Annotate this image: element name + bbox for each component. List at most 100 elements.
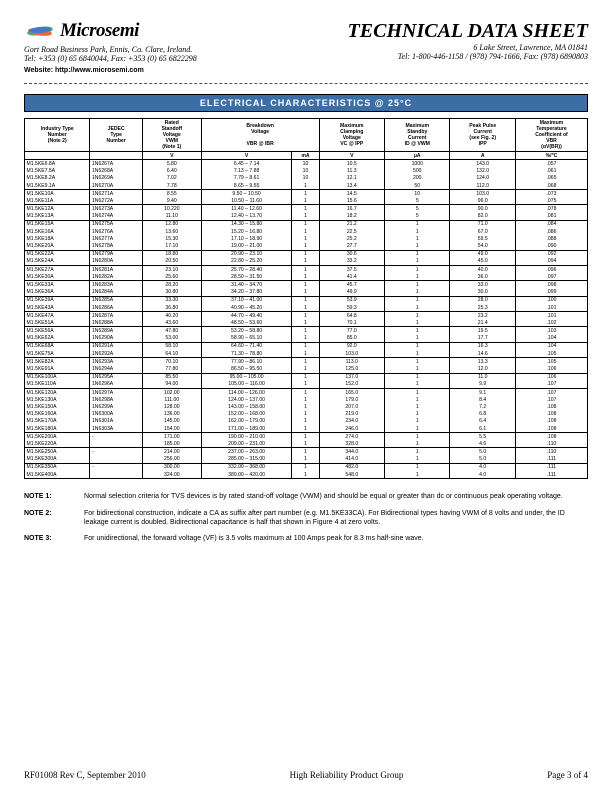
table-cell: M1.5KE350A bbox=[25, 463, 90, 471]
table-cell: 77.90 – 86.10 bbox=[201, 358, 292, 366]
table-cell: 11.0 bbox=[450, 373, 515, 381]
table-cell: 1 bbox=[292, 213, 319, 221]
table-cell: 4.0 bbox=[450, 471, 515, 479]
table-cell: 1 bbox=[385, 289, 450, 297]
table-cell: .107 bbox=[515, 396, 587, 403]
table-cell: 1 bbox=[385, 327, 450, 335]
table-cell: 22.80 – 25.20 bbox=[201, 258, 292, 266]
table-cell: 12.1 bbox=[319, 175, 384, 182]
table-cell: 1N6268A bbox=[90, 168, 142, 175]
table-cell: 1 bbox=[292, 242, 319, 250]
table-cell: 1N6273A bbox=[90, 205, 142, 213]
table-cell: 8.65 – 9.55 bbox=[201, 182, 292, 190]
table-row: M1.5KE7.5A1N6268A6.407.13 – 7.881011.350… bbox=[25, 168, 588, 175]
table-cell: .106 bbox=[515, 365, 587, 373]
table-cell: 50 bbox=[385, 182, 450, 190]
table-cell: 548.0 bbox=[319, 471, 384, 479]
note1-label: NOTE 1: bbox=[24, 493, 84, 502]
table-cell: 1000 bbox=[385, 160, 450, 168]
table-cell: 25.2 bbox=[319, 235, 384, 242]
table-cell: 179.0 bbox=[319, 396, 384, 403]
table-cell: 49.0 bbox=[450, 250, 515, 258]
table-cell: 1N6287A bbox=[90, 312, 142, 320]
table-cell: 1 bbox=[385, 319, 450, 327]
table-cell: 1 bbox=[385, 425, 450, 433]
table-cell: 33.0 bbox=[450, 281, 515, 289]
table-cell: 16.3 bbox=[450, 342, 515, 350]
table-cell: 9.9 bbox=[450, 381, 515, 389]
table-row: M1.5KE180A1N6303A154.00171.00 – 189.0012… bbox=[25, 425, 588, 433]
table-cell: 1 bbox=[292, 312, 319, 320]
table-cell: 1N6269A bbox=[90, 175, 142, 182]
table-cell: .107 bbox=[515, 381, 587, 389]
company-address-2: Tel: +353 (0) 65 6840044, Fax: +353 (0) … bbox=[24, 54, 197, 63]
table-cell: 111.00 bbox=[142, 396, 201, 403]
table-cell: 8.55 bbox=[142, 190, 201, 198]
table-cell: 1 bbox=[385, 228, 450, 235]
table-cell: 1 bbox=[292, 258, 319, 266]
table-cell: 59.5 bbox=[450, 235, 515, 242]
table-cell: 1 bbox=[385, 335, 450, 343]
company-website: Website: http://www.microsemi.com bbox=[24, 67, 197, 75]
table-cell: M1.5KE7.5A bbox=[25, 168, 90, 175]
table-cell: 1 bbox=[292, 463, 319, 471]
table-cell: M1.5KE180A bbox=[25, 425, 90, 433]
footer-left: RF01008 Rev C, September 2010 bbox=[24, 770, 146, 780]
table-cell: 1 bbox=[385, 235, 450, 242]
table-cell: 500 bbox=[385, 168, 450, 175]
table-cell: 20.90 – 23.10 bbox=[201, 250, 292, 258]
table-cell: 92.0 bbox=[319, 342, 384, 350]
table-cell: - bbox=[90, 463, 142, 471]
table-cell: .078 bbox=[515, 205, 587, 213]
table-cell: 1N6298A bbox=[90, 396, 142, 403]
table-cell: 70.10 bbox=[142, 358, 201, 366]
table-cell: 1 bbox=[385, 258, 450, 266]
table-cell: 1 bbox=[292, 319, 319, 327]
table-cell: 64.60 – 71.40 bbox=[201, 342, 292, 350]
table-cell: 1N6284A bbox=[90, 289, 142, 297]
table-cell: M1.5KE200A bbox=[25, 433, 90, 441]
th-standby: MaximumStandbyCurrentID @ VWM bbox=[405, 123, 430, 147]
table-cell: 1 bbox=[292, 381, 319, 389]
table-cell: 1 bbox=[385, 358, 450, 366]
table-cell: 41.4 bbox=[319, 273, 384, 281]
table-cell: M1.5KE12A bbox=[25, 205, 90, 213]
table-cell: 36.80 bbox=[142, 304, 201, 312]
table-row: M1.5KE170A1N6301A145.00162.00 – 179.0012… bbox=[25, 418, 588, 425]
table-cell: 30.6 bbox=[319, 250, 384, 258]
table-cell: 5.0 bbox=[450, 456, 515, 464]
table-cell: 124.00 – 137.00 bbox=[201, 396, 292, 403]
table-cell: 18.2 bbox=[319, 213, 384, 221]
note2-text: For bidirectional construction, indicate… bbox=[84, 510, 588, 528]
table-cell: 53.00 bbox=[142, 335, 201, 343]
note3-text: For unidirectional, the forward voltage … bbox=[84, 535, 588, 544]
note2-label: NOTE 2: bbox=[24, 510, 84, 528]
table-cell: 207.0 bbox=[319, 403, 384, 410]
table-cell: 71.30 – 78.80 bbox=[201, 350, 292, 358]
table-cell: 154.00 bbox=[142, 425, 201, 433]
table-cell: M1.5KE20A bbox=[25, 242, 90, 250]
table-cell: 114.00 – 126.00 bbox=[201, 388, 292, 396]
table-cell: 1N6296A bbox=[90, 381, 142, 389]
table-cell: 11.10 bbox=[142, 213, 201, 221]
table-row: M1.5KE400A324.00380.00 – 420.001548.014.… bbox=[25, 471, 588, 479]
table-cell: 54.0 bbox=[450, 242, 515, 250]
table-cell: 1 bbox=[292, 471, 319, 479]
table-cell: 28.20 bbox=[142, 281, 201, 289]
table-cell: 246.0 bbox=[319, 425, 384, 433]
table-cell: 214.00 bbox=[142, 448, 201, 456]
doc-address-1: 6 Lake Street, Lawrence, MA 01841 bbox=[348, 43, 588, 52]
table-cell: 27.7 bbox=[319, 242, 384, 250]
table-cell: 10.5 bbox=[319, 160, 384, 168]
table-cell: .098 bbox=[515, 281, 587, 289]
table-cell: 49.9 bbox=[319, 289, 384, 297]
table-cell: 5.0 bbox=[450, 448, 515, 456]
table-cell: .061 bbox=[515, 168, 587, 175]
table-cell: 12.0 bbox=[450, 365, 515, 373]
table-cell: 1 bbox=[385, 463, 450, 471]
table-cell: 94.00 bbox=[142, 381, 201, 389]
unit-blank1 bbox=[25, 152, 90, 160]
table-cell: 380.00 – 420.00 bbox=[201, 471, 292, 479]
table-cell: 77.80 bbox=[142, 365, 201, 373]
table-cell: .097 bbox=[515, 273, 587, 281]
